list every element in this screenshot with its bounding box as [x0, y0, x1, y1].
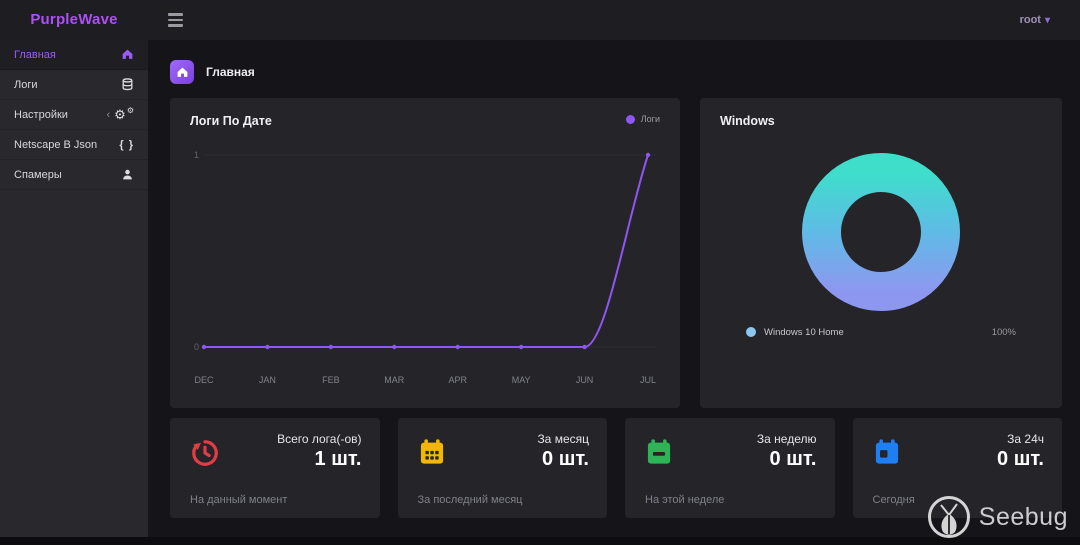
logs-by-date-card: Логи По Дате Логи 0 1 DEC JAN FEB MAR APR MAY JU…: [170, 98, 680, 408]
sidebar: Главная Логи Настройки ‹: [0, 40, 148, 537]
sidebar-item-spammers[interactable]: Спамеры: [0, 160, 148, 190]
database-icon: [121, 78, 134, 91]
data-point: [328, 344, 334, 350]
sidebar-item-label: Netscape B Json: [14, 138, 98, 151]
brand-logo[interactable]: PurpleWave: [30, 11, 118, 28]
stat-footer: На этой неделе: [645, 494, 725, 506]
chevron-down-icon: ▾: [1044, 14, 1050, 26]
line-path: [203, 154, 649, 348]
stat-value: 1 шт.: [314, 448, 362, 470]
chart-title: Windows: [720, 114, 775, 128]
data-point: [455, 344, 460, 350]
stat-label: Всего лога(-ов): [277, 432, 362, 446]
x-tick-label: APR: [448, 375, 467, 385]
breadcrumb-home-icon[interactable]: [170, 60, 194, 84]
x-tick-label: DEC: [194, 375, 214, 385]
logs-line-chart: 0 1 DEC JAN FEB MAR APR MAY JUN JUL: [194, 150, 656, 385]
x-tick-label: FEB: [322, 375, 340, 385]
data-point: [392, 344, 397, 350]
user-dropdown[interactable]: root ▾: [1020, 14, 1050, 26]
data-point: [518, 344, 524, 350]
x-tick-label: JAN: [259, 375, 276, 385]
stat-value: 0 шт.: [997, 448, 1044, 470]
chevron-left-icon: ‹: [106, 108, 111, 121]
sidebar-item-label: Настройки: [14, 108, 68, 121]
stat-label: За неделю: [756, 432, 817, 446]
stat-card-24h: За 24ч 0 шт. Сегодня: [852, 418, 1062, 518]
hamburger-menu-icon[interactable]: [168, 13, 183, 27]
y-tick-label: 1: [194, 150, 199, 160]
x-tick-label: JUL: [640, 375, 656, 385]
sidebar-item-logs[interactable]: Логи: [0, 70, 148, 100]
windows-donut-chart: [802, 153, 960, 311]
sidebar-item-label: Логи: [14, 78, 38, 91]
legend-dot: [625, 114, 635, 124]
top-navbar: PurpleWave root ▾: [0, 0, 1080, 40]
windows-chart-card: Windows: [700, 98, 1062, 408]
line-chart-legend: Логи: [625, 114, 660, 124]
gear-small-icon: ⚙: [126, 105, 134, 115]
sidebar-item-label: Спамеры: [14, 168, 62, 181]
main-content: Главная Логи По Дате Логи 0 1 DEC JAN FEB MAR…: [148, 40, 1080, 537]
stat-footer: За последний месяц: [417, 494, 523, 506]
x-tick-label: MAR: [384, 375, 405, 385]
history-icon: [190, 438, 220, 473]
y-tick-label: 0: [194, 342, 199, 352]
donut-percentage: 100%: [991, 326, 1016, 338]
breadcrumb: Главная: [170, 58, 1062, 86]
data-point: [582, 344, 587, 350]
stat-footer: Сегодня: [872, 494, 915, 506]
donut-legend: Windows 10 Home 100%: [720, 320, 1042, 344]
calendar-icon: [418, 438, 446, 471]
home-icon: [121, 48, 134, 61]
legend-dot: [746, 327, 756, 337]
stat-value: 0 шт.: [542, 448, 589, 470]
page-title: Главная: [206, 65, 255, 79]
gears-icon: ⚙: [114, 107, 126, 122]
stat-label: За 24ч: [1007, 432, 1044, 446]
calendar-day-icon: [873, 438, 901, 471]
stat-value: 0 шт.: [769, 448, 817, 470]
stat-label: За месяц: [537, 432, 589, 446]
seebug-logo-icon: [927, 496, 970, 538]
sidebar-item-settings[interactable]: Настройки ‹ ⚙ ⚙: [0, 100, 148, 130]
data-point: [201, 344, 207, 350]
data-point: [265, 344, 270, 350]
username-label: root: [1019, 14, 1041, 26]
stat-card-total-logs: Всего лога(-ов) 1 шт. На данный момент: [170, 418, 380, 518]
x-tick-label: JUN: [576, 375, 594, 385]
data-point: [645, 152, 651, 158]
calendar-minus-icon: [645, 438, 673, 471]
sidebar-item-home[interactable]: Главная: [0, 40, 148, 70]
sidebar-item-label: Главная: [14, 48, 56, 61]
user-icon: [121, 168, 134, 181]
sidebar-item-netscape-json[interactable]: Netscape B Json { }: [0, 130, 148, 160]
stat-card-month: За месяц 0 шт. За последний месяц: [397, 418, 607, 518]
legend-label: Логи: [640, 114, 660, 124]
braces-icon: { }: [119, 138, 134, 151]
legend-label: Windows 10 Home: [764, 326, 844, 338]
stat-card-week: За неделю 0 шт. На этой неделе: [625, 418, 835, 518]
x-tick-label: MAY: [512, 375, 531, 385]
seebug-watermark: Seebug: [926, 494, 1068, 540]
stat-footer: На данный момент: [190, 494, 288, 506]
seebug-logo-text: Seebug: [978, 502, 1068, 531]
chart-title: Логи По Дате: [190, 114, 272, 128]
